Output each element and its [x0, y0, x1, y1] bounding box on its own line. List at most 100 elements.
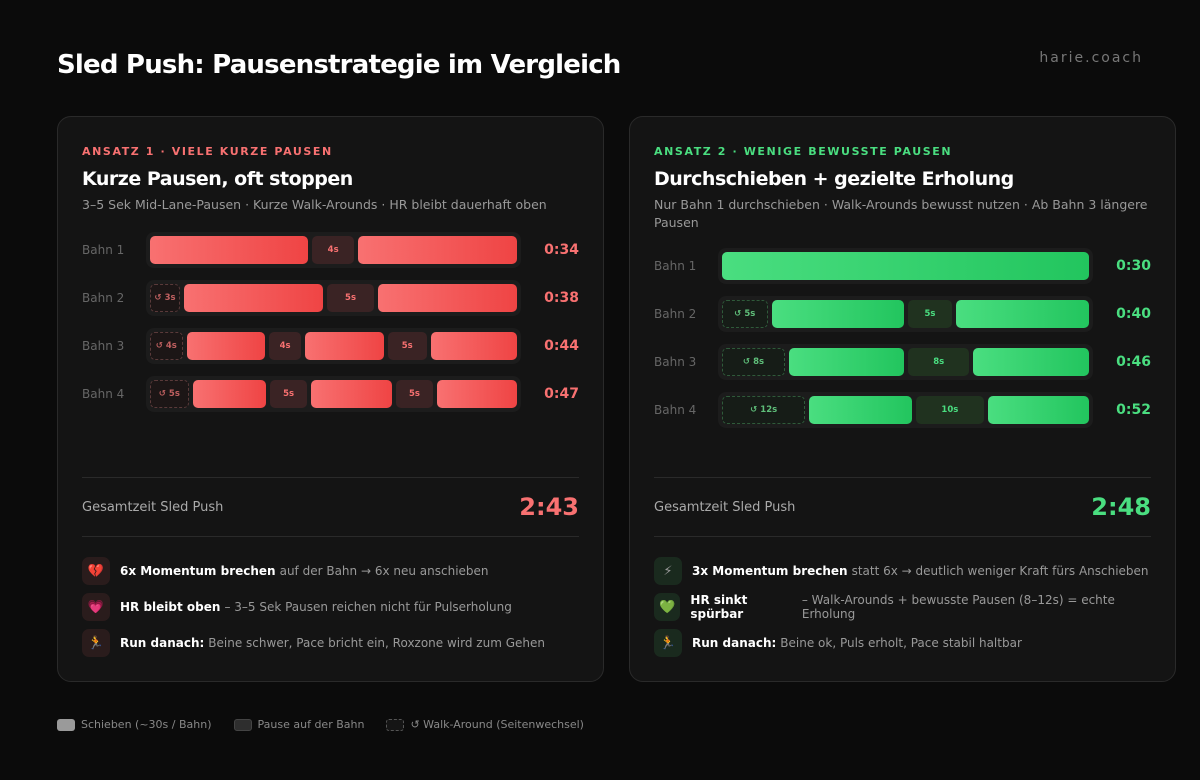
legend-item-pause: Pause auf der Bahn [233, 718, 365, 731]
segment-push [186, 332, 266, 360]
segment-push [436, 380, 517, 408]
bullet-item: 🏃 Run danach: Beine ok, Puls erholt, Pac… [654, 625, 1151, 661]
approach-card-2: ANSATZ 2 · WENIGE BEWUSSTE PAUSEN Durchs… [629, 116, 1176, 682]
legend-item-push: Schieben (~30s / Bahn) [57, 718, 212, 731]
segment-pause: 5s [270, 380, 307, 408]
lane-time: 0:47 [544, 386, 579, 402]
lane-time: 0:38 [544, 290, 579, 306]
legend-swatch [233, 718, 252, 731]
lane-time: 0:52 [1116, 402, 1151, 418]
bullet-text: statt 6x → deutlich weniger Kraft fürs A… [851, 564, 1149, 578]
segment-walk: ↺ 5s [722, 300, 768, 328]
legend-item-walk: ↺ Walk-Around (Seitenwechsel) [386, 718, 584, 731]
card-title: Kurze Pausen, oft stoppen [82, 168, 353, 190]
segment-push [184, 284, 324, 312]
runner-icon: 🏃 [82, 629, 110, 657]
lane-time: 0:40 [1116, 306, 1151, 322]
segment-pause: 10s [915, 396, 984, 424]
card-title: Durchschieben + gezielte Erholung [654, 168, 1014, 190]
lane-row: Bahn 3 ↺ 8s 8s 0:46 [654, 338, 1151, 386]
segment-push [955, 300, 1089, 328]
bullet-text: Beine ok, Puls erholt, Pace stabil haltb… [780, 636, 1022, 650]
bullet-item: ⚡ 3x Momentum brechen statt 6x → deutlic… [654, 553, 1151, 589]
segment-push [722, 252, 1089, 280]
bullet-item: 🏃 Run danach: Beine schwer, Pace bricht … [82, 625, 579, 661]
segment-push [192, 380, 267, 408]
bullet-bold: HR bleibt oben [120, 600, 221, 614]
total-label: Gesamtzeit Sled Push [654, 499, 796, 515]
total-value: 2:43 [519, 493, 579, 521]
lane-track: ↺ 5s 5s 5s [146, 376, 521, 412]
segment-pause: 4s [312, 236, 355, 264]
lane-row: Bahn 1 4s 0:34 [82, 226, 579, 274]
segment-pause: 5s [908, 300, 952, 328]
segment-walk: ↺ 3s [150, 284, 181, 312]
green-heart-icon: 💚 [654, 593, 681, 621]
lane-label: Bahn 1 [82, 243, 125, 257]
bullet-bold: 3x Momentum brechen [692, 564, 848, 578]
segment-walk: ↺ 12s [722, 396, 806, 424]
legend: Schieben (~30s / Bahn) Pause auf der Bahn… [57, 718, 584, 731]
bullet-text: Beine schwer, Pace bricht ein, Roxzone w… [208, 636, 545, 650]
runner-icon: 🏃 [654, 629, 682, 657]
lane-track: ↺ 3s 5s [146, 280, 521, 316]
lane-label: Bahn 2 [654, 307, 697, 321]
bullet-text: – Walk-Arounds + bewusste Pausen (8–12s)… [801, 593, 1115, 621]
segment-push [358, 236, 517, 264]
lane-label: Bahn 3 [654, 355, 697, 369]
segment-push [809, 396, 912, 424]
segment-pause: 5s [396, 380, 433, 408]
bullet-bold: 6x Momentum brechen [120, 564, 276, 578]
lane-row: Bahn 1 0:30 [654, 242, 1151, 290]
lane-track [718, 248, 1093, 284]
lane-time: 0:44 [544, 338, 579, 354]
lane-row: Bahn 4 ↺ 12s 10s 0:52 [654, 386, 1151, 434]
bullet-text: – 3–5 Sek Pausen reichen nicht für Pulse… [224, 600, 512, 614]
legend-label: Pause auf der Bahn [257, 718, 365, 731]
bullet-bold: Run danach: [692, 636, 777, 650]
bullet-item: 💚 HR sinkt spürbar – Walk-Arounds + bewu… [654, 589, 1151, 625]
lane-row: Bahn 2 ↺ 3s 5s 0:38 [82, 274, 579, 322]
brand-logo: harie.coach [1039, 50, 1143, 66]
segment-push [987, 396, 1089, 424]
bullet-item: 💔 6x Momentum brechen auf der Bahn → 6x … [82, 553, 579, 589]
lightning-icon: ⚡ [654, 557, 682, 585]
bullet-item: 💗 HR bleibt oben – 3–5 Sek Pausen reiche… [82, 589, 579, 625]
card-kicker: ANSATZ 2 · WENIGE BEWUSSTE PAUSEN [654, 145, 953, 158]
total-row: Gesamtzeit Sled Push 2:43 [82, 477, 579, 537]
segment-walk: ↺ 8s [722, 348, 786, 376]
segment-push [305, 332, 384, 360]
bullet-text: auf der Bahn → 6x neu anschieben [279, 564, 489, 578]
segment-pause: 5s [327, 284, 374, 312]
bullet-bold: HR sinkt spürbar [690, 593, 748, 621]
lane-track: ↺ 12s 10s [718, 392, 1093, 428]
segment-pause: 8s [908, 348, 970, 376]
lane-label: Bahn 4 [82, 387, 125, 401]
lane-time: 0:34 [544, 242, 579, 258]
lane-label: Bahn 3 [82, 339, 125, 353]
total-label: Gesamtzeit Sled Push [82, 499, 224, 515]
segment-pause: 5s [387, 332, 427, 360]
lane-label: Bahn 1 [654, 259, 697, 273]
broken-heart-icon: 💔 [82, 557, 110, 585]
segment-push [377, 284, 517, 312]
segment-push [310, 380, 393, 408]
approach-card-1: ANSATZ 1 · VIELE KURZE PAUSEN Kurze Paus… [57, 116, 604, 682]
card-kicker: ANSATZ 1 · VIELE KURZE PAUSEN [82, 145, 333, 158]
lane-row: Bahn 2 ↺ 5s 5s 0:40 [654, 290, 1151, 338]
lane-time: 0:30 [1116, 258, 1151, 274]
lane-label: Bahn 2 [82, 291, 125, 305]
legend-swatch [57, 718, 75, 731]
segment-push [150, 236, 309, 264]
total-value: 2:48 [1091, 493, 1151, 521]
page-title: Sled Push: Pausenstrategie im Vergleich [57, 50, 621, 80]
lane-label: Bahn 4 [654, 403, 697, 417]
lane-track: ↺ 4s 4s 5s [146, 328, 521, 364]
lane-row: Bahn 4 ↺ 5s 5s 5s 0:47 [82, 370, 579, 418]
legend-label: ↺ Walk-Around (Seitenwechsel) [410, 718, 584, 731]
card-subtitle: Nur Bahn 1 durchschieben · Walk-Arounds … [654, 197, 1148, 230]
heart-icon: 💗 [82, 593, 110, 621]
legend-label: Schieben (~30s / Bahn) [81, 718, 212, 731]
lane-track: ↺ 8s 8s [718, 344, 1093, 380]
bullet-bold: Run danach: [120, 636, 205, 650]
